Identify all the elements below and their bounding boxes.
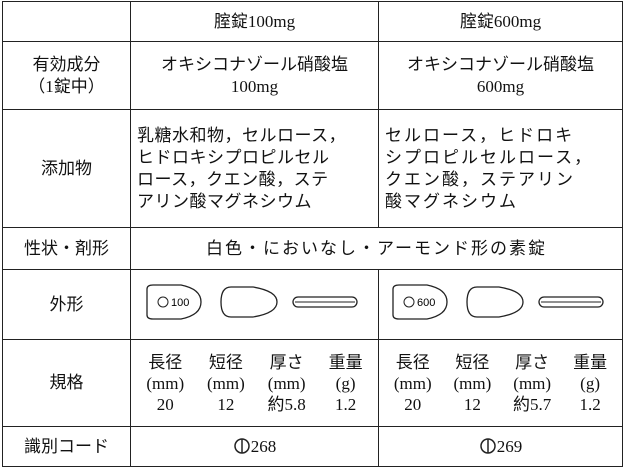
spec-text: 20 <box>404 394 422 414</box>
row: 添加物 乳糖水和物，セルロース， ヒドロキシプロピルセル ロース，クエン酸，ステ アリ… <box>2 109 623 228</box>
spec-text: 約5.8 <box>267 394 306 414</box>
tablet-top <box>391 283 448 320</box>
text: クエン酸，ステアリン <box>385 169 575 189</box>
spec-text: (mm) <box>146 373 185 393</box>
text: シプロピルセルロース， <box>385 147 594 167</box>
cell: 乳糖水和物，セルロース， ヒドロキシプロピルセル ロース，クエン酸，ステ アリン酸マグ… <box>130 109 379 228</box>
text: オキシコナゾール硝酸塩 <box>407 54 594 74</box>
text: ロース，クエン酸，ステ <box>137 169 329 189</box>
cell: 白色・においなし・アーモンド形の素錠 <box>130 227 623 270</box>
spec-text: (mm) <box>453 373 492 393</box>
spec-text: 厚さ <box>269 352 304 372</box>
spec-text: 12 <box>463 394 481 414</box>
spec-text: 重量 <box>328 352 363 372</box>
logo <box>403 296 414 307</box>
text: セルロース，ヒドロキ <box>385 125 575 145</box>
text: （1錠中） <box>28 76 105 96</box>
row-label: 識別コード <box>2 426 131 467</box>
text: 600mg <box>476 76 525 96</box>
code: 269 <box>496 436 523 456</box>
row: 識別コード 268 269 <box>2 426 623 467</box>
row: 性状・剤形 白色・においなし・アーモンド形の素錠 <box>2 227 623 270</box>
tablet-side <box>537 295 604 308</box>
corner-cell <box>2 1 131 42</box>
imprint: 100 <box>171 297 189 309</box>
tablet-top <box>145 283 202 320</box>
spec-text: 12 <box>217 394 235 414</box>
cell: 268 <box>130 426 379 467</box>
col-header: 腟錠100mg <box>130 1 379 42</box>
spec-column: 重量 (g) 1.2 <box>329 352 363 415</box>
text: オキシコナゾール硝酸塩 <box>161 54 348 74</box>
text: 酸マグネシウム <box>385 191 518 211</box>
spec-text: 1.2 <box>334 394 357 414</box>
cell: 100 <box>130 269 379 340</box>
spec-text: 約5.7 <box>513 394 552 414</box>
row-label: 外形 <box>2 269 131 340</box>
row: 有効成分 （1錠中） オキシコナゾール硝酸塩 100mg オキシコナゾール硝酸塩 60… <box>2 41 623 110</box>
cell: オキシコナゾール硝酸塩 600mg <box>378 41 623 110</box>
code: 268 <box>250 436 277 456</box>
spec-column: 短径 (mm) 12 <box>207 352 245 415</box>
spec-grid: 長径 (mm) 20 短径 (mm) 12 厚さ (mm) 約5.7 重量 (g) 1.2 <box>379 352 622 415</box>
row-label: 性状・剤形 <box>2 227 131 270</box>
spec-text: (mm) <box>513 373 552 393</box>
spec-text: 短径 <box>208 352 243 372</box>
cell: オキシコナゾール硝酸塩 100mg <box>130 41 379 110</box>
spec-column: 長径 (mm) 20 <box>394 352 432 415</box>
cell: 長径 (mm) 20 短径 (mm) 12 厚さ (mm) 約5.8 重量 (g) 1.2 <box>130 339 379 427</box>
spec-column: 長径 (mm) 20 <box>146 352 184 415</box>
row: 規格 長径 (mm) 20 短径 (mm) 12 厚さ (mm) 約5.8 重量 (g) 1.2 長径… <box>2 339 623 427</box>
row-label: 規格 <box>2 339 131 427</box>
cell: 269 <box>378 426 623 467</box>
spec-text: 短径 <box>455 352 490 372</box>
text: 乳糖水和物，セルロース， <box>137 125 347 145</box>
spec-grid: 長径 (mm) 20 短径 (mm) 12 厚さ (mm) 約5.8 重量 (g) 1.2 <box>131 352 378 415</box>
spec-column: 重量 (g) 1.2 <box>573 352 607 415</box>
tablet-side <box>291 295 358 308</box>
text: 100mg <box>230 76 279 96</box>
spec-text: (mm) <box>393 373 432 393</box>
header-row: 腟錠100mg 腟錠600mg <box>2 1 623 42</box>
cell: 600 <box>378 269 623 340</box>
spec-text: 厚さ <box>515 352 550 372</box>
spec-column: 厚さ (mm) 約5.8 <box>268 352 306 415</box>
logo <box>234 437 250 454</box>
logo <box>157 296 168 307</box>
logo <box>480 437 496 454</box>
row-label: 添加物 <box>2 109 131 228</box>
spec-text: (mm) <box>267 373 306 393</box>
spec-text: 1.2 <box>579 394 601 414</box>
col-header: 腟錠600mg <box>378 1 623 42</box>
spec-column: 厚さ (mm) 約5.7 <box>513 352 551 415</box>
text: アリン酸マグネシウム <box>137 191 312 211</box>
tablet-back <box>219 285 278 318</box>
cell: セルロース，ヒドロキ シプロピルセルロース， クエン酸，ステアリン 酸マグネシウム <box>378 109 623 228</box>
spec-text: 重量 <box>573 352 608 372</box>
spec-text: 20 <box>156 394 174 414</box>
tablet-views: 100 <box>145 283 358 320</box>
text: ヒドロキシプロピルセル <box>137 147 330 167</box>
spec-text: (mm) <box>206 373 245 393</box>
spec-text: (g) <box>580 373 600 393</box>
tablet-views: 600 <box>391 283 604 320</box>
spec-column: 短径 (mm) 12 <box>453 352 491 415</box>
spec-text: (g) <box>335 373 356 393</box>
tablet-back <box>465 285 524 318</box>
cell: 長径 (mm) 20 短径 (mm) 12 厚さ (mm) 約5.7 重量 (g) 1.2 <box>378 339 623 427</box>
row-label: 有効成分 （1錠中） <box>2 41 131 110</box>
spec-text: 長径 <box>148 352 183 372</box>
spec-text: 長径 <box>395 352 430 372</box>
text: 有効成分 <box>32 54 101 74</box>
row: 外形 100 600 <box>2 269 623 340</box>
imprint: 600 <box>417 297 435 309</box>
